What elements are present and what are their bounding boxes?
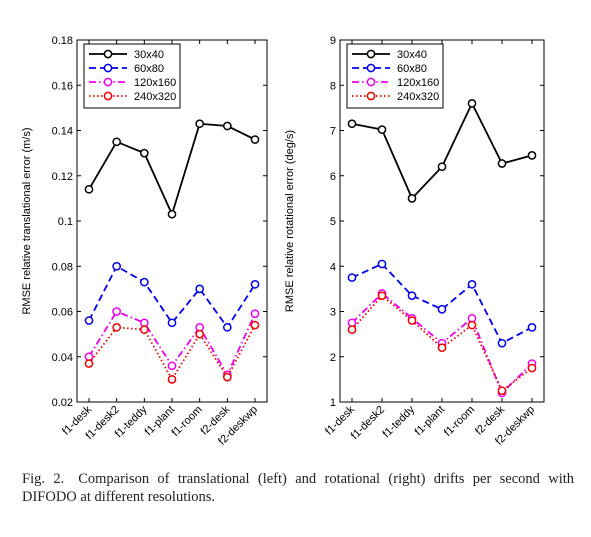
y-tick-label: 3: [330, 307, 336, 319]
y-tick-label: 1: [330, 397, 336, 409]
legend-marker: [103, 63, 113, 73]
y-tick-label: 0.08: [52, 261, 73, 273]
data-point: [222, 322, 232, 332]
data-point: [167, 375, 177, 384]
legend-marker: [366, 77, 376, 87]
x-tick-label: f1-teddy: [381, 403, 418, 440]
y-tick-label: 0.1: [58, 216, 73, 228]
legend-entry: 30x40: [397, 49, 427, 61]
y-tick-label: 6: [330, 171, 336, 183]
series-line: [351, 263, 533, 345]
data-point: [407, 316, 417, 325]
data-point: [139, 277, 149, 287]
legend-marker: [366, 91, 376, 101]
data-point: [112, 137, 122, 147]
legend-marker: [366, 49, 376, 59]
rotational-error-chart: 123456789f1-deskf1-desk2f1-teddyf1-plant…: [284, 35, 545, 448]
legend: [346, 43, 444, 109]
x-tick-label: f1-room: [169, 404, 204, 439]
legend-marker: [366, 63, 376, 73]
y-tick-label: 5: [330, 216, 336, 228]
data-point: [84, 316, 94, 325]
data-point: [250, 309, 260, 319]
data-point: [250, 135, 260, 144]
series-line: [88, 265, 256, 329]
y-tick-label: 9: [330, 35, 336, 47]
data-point: [437, 343, 447, 353]
data-point: [497, 159, 507, 168]
data-point: [527, 151, 537, 160]
series-line: [88, 122, 256, 216]
data-point: [467, 320, 477, 330]
data-point: [377, 291, 387, 301]
data-point: [112, 307, 122, 316]
data-point: [139, 325, 149, 334]
legend-marker: [103, 91, 113, 101]
translational-error-chart: 0.020.040.060.080.10.120.140.160.18f1-de…: [21, 35, 268, 448]
y-tick-label: 0.16: [52, 80, 73, 92]
x-tick-label: f1-room: [442, 404, 477, 439]
data-point: [437, 162, 447, 172]
data-point: [195, 119, 205, 129]
data-point: [377, 259, 387, 269]
figure-caption: Fig. 2. Comparison of translational (left…: [22, 470, 574, 506]
data-point: [167, 361, 177, 371]
series-line: [88, 324, 256, 381]
y-axis-label: RMSE relative rotational error (deg/s): [284, 130, 296, 312]
data-point: [195, 284, 205, 294]
legend-entry: 240x320: [397, 91, 439, 103]
y-tick-label: 0.12: [52, 171, 73, 183]
y-tick-label: 4: [330, 261, 336, 273]
data-point: [139, 148, 149, 158]
y-tick-label: 0.18: [52, 35, 73, 47]
legend-marker: [103, 49, 113, 59]
y-tick-label: 7: [330, 126, 336, 138]
data-point: [527, 322, 537, 332]
y-axis-label: RMSE relative translational error (m/s): [21, 127, 33, 314]
y-tick-label: 2: [330, 352, 336, 364]
legend-entry: 60x80: [134, 63, 164, 75]
y-tick-label: 8: [330, 80, 336, 92]
data-point: [497, 338, 507, 348]
data-point: [377, 125, 387, 134]
x-tick-label: f1-desk2: [349, 404, 387, 442]
data-point: [250, 280, 260, 289]
data-point: [467, 99, 477, 108]
legend-entry: 120x160: [134, 77, 176, 89]
data-point: [84, 184, 94, 194]
data-point: [347, 119, 357, 129]
y-tick-label: 0.14: [52, 126, 73, 138]
series-line: [351, 102, 533, 200]
data-point: [84, 359, 94, 368]
data-point: [250, 320, 260, 330]
legend-entry: 60x80: [397, 63, 427, 75]
data-point: [407, 291, 417, 301]
y-tick-label: 0.02: [52, 397, 73, 409]
data-point: [527, 363, 537, 373]
data-point: [437, 304, 447, 314]
data-point: [222, 372, 232, 382]
legend-entry: 30x40: [134, 49, 164, 61]
y-tick-label: 0.06: [52, 307, 73, 319]
data-point: [112, 261, 122, 271]
legend-entry: 120x160: [397, 77, 439, 89]
caption-text: Comparison of translational (left) and r…: [22, 471, 575, 505]
legend-marker: [103, 77, 113, 87]
x-tick-label: f1-plant: [413, 404, 447, 438]
y-tick-label: 0.04: [52, 352, 73, 364]
legend-entry: 240x320: [134, 91, 176, 103]
data-point: [195, 329, 205, 339]
data-point: [347, 325, 357, 334]
data-point: [407, 194, 417, 203]
caption-label: Fig. 2.: [22, 471, 65, 487]
data-point: [347, 273, 357, 282]
data-point: [467, 280, 477, 289]
data-point: [222, 121, 232, 131]
data-point: [497, 386, 507, 396]
data-point: [167, 318, 177, 328]
data-point: [112, 322, 122, 332]
data-point: [167, 209, 177, 219]
